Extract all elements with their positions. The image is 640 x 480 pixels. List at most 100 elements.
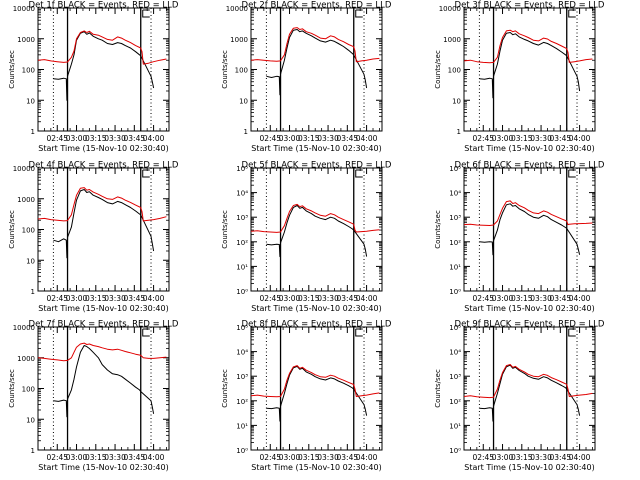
y-axis-label: Counts/sec [8, 369, 16, 408]
series-line-lld [251, 365, 380, 398]
x-tick-label: 03:30 [104, 294, 126, 303]
series-line-lld [464, 364, 593, 399]
y-tick-label: 10000 [13, 165, 35, 173]
y-tick-label: 10³ [236, 214, 248, 222]
chart-panel-2: 1 10 100 1000 10000 02:4503:0003:1503:3003:45… [221, 1, 392, 154]
series-group [251, 365, 380, 422]
series-line-lld [38, 342, 167, 362]
x-tick-label: 03:15 [511, 453, 533, 462]
series-line-events [479, 364, 581, 422]
y-tick-label: 10 [239, 97, 248, 105]
y-tick-label: 10² [449, 398, 461, 406]
series-group [464, 364, 593, 422]
y-tick-label: 10² [236, 239, 248, 247]
x-tick-label: 03:15 [298, 453, 320, 462]
x-tick-label: 02:45 [46, 294, 68, 303]
corner-marker [568, 329, 576, 337]
x-tick-label: 03:15 [511, 134, 533, 143]
y-tick-label: 10 [452, 97, 461, 105]
y-axis-label: Counts/sec [8, 210, 16, 249]
y-axis-label: Counts/sec [434, 210, 442, 249]
x-axis-label: Start Time (15-Nov-10 02:30:40) [251, 463, 381, 472]
series-group [464, 200, 593, 256]
y-tick-label: 10 [26, 416, 35, 424]
y-tick-label: 10⁵ [449, 324, 461, 332]
y-tick-label: 1 [31, 288, 35, 296]
y-tick-label: 10¹ [449, 263, 461, 271]
y-tick-label: 10¹ [236, 422, 248, 430]
x-tick-label: 03:30 [104, 453, 126, 462]
x-tick-label: 03:30 [317, 134, 339, 143]
x-tick-label: 03:15 [298, 134, 320, 143]
chart-panel-1: 1 10 100 1000 10000 02:4503:0003:1503:3003:45… [8, 1, 179, 154]
y-tick-label: 10⁰ [236, 447, 248, 455]
y-tick-label: 10² [449, 239, 461, 247]
x-tick-label: 03:00 [66, 134, 88, 143]
chart-panel-8: 10⁰ 10¹ 10² 10³ 10⁴ 10⁵ 02:4503:0003:1503:3003… [221, 320, 392, 473]
x-tick-label: 03:00 [66, 294, 88, 303]
y-tick-label: 100 [235, 67, 248, 75]
y-axis-label: Counts/sec [221, 369, 229, 408]
x-tick-label: 02:45 [46, 453, 68, 462]
x-tick-label: 04:00 [569, 453, 591, 462]
chart-panel-9: 10⁰ 10¹ 10² 10³ 10⁴ 10⁵ 02:4503:0003:1503:3003… [434, 320, 605, 473]
y-tick-label: 100 [22, 227, 35, 235]
chart-title: Det 9f BLACK = Events, RED = LLD [455, 320, 605, 330]
y-tick-label: 10³ [449, 373, 461, 381]
y-tick-label: 10⁴ [449, 190, 461, 198]
y-tick-label: 1000 [17, 196, 35, 204]
x-tick-label: 03:00 [492, 453, 514, 462]
y-tick-label: 10⁰ [236, 288, 248, 296]
x-tick-label: 02:45 [259, 453, 281, 462]
x-tick-label: 03:00 [66, 453, 88, 462]
chart-panel-5: 10⁰ 10¹ 10² 10³ 10⁴ 10⁵ 02:4503:0003:1503:3003… [221, 161, 392, 314]
chart-title: Det 5f BLACK = Events, RED = LLD [242, 161, 392, 171]
y-axis-label: Counts/sec [8, 50, 16, 89]
chart-title: Det 8f BLACK = Events, RED = LLD [242, 320, 392, 330]
chart-panel-7: 1 10 100 1000 10000 02:4503:0003:1503:3003:45… [8, 320, 179, 473]
series-line-events [266, 29, 368, 96]
y-tick-label: 10³ [449, 214, 461, 222]
y-tick-label: 10 [26, 97, 35, 105]
y-tick-label: 10⁴ [236, 349, 248, 357]
series-group [38, 30, 167, 101]
x-axis-label: Start Time (15-Nov-10 02:30:40) [464, 144, 594, 153]
x-tick-label: 03:45 [124, 134, 146, 143]
corner-marker [142, 329, 150, 337]
x-tick-label: 03:45 [337, 453, 359, 462]
x-tick-label: 04:00 [143, 453, 165, 462]
x-tick-label: 03:00 [492, 134, 514, 143]
x-tick-label: 04:00 [356, 453, 378, 462]
series-line-events [53, 31, 155, 101]
y-tick-label: 10000 [439, 5, 461, 13]
y-tick-label: 10000 [13, 324, 35, 332]
series-line-events [266, 205, 368, 258]
y-tick-label: 1000 [17, 355, 35, 363]
x-tick-label: 02:45 [46, 134, 68, 143]
x-axis-label: Start Time (15-Nov-10 02:30:40) [464, 304, 594, 313]
x-tick-label: 03:45 [550, 453, 572, 462]
y-tick-label: 1000 [230, 36, 248, 44]
y-tick-label: 1 [244, 128, 248, 136]
y-tick-label: 10⁴ [236, 190, 248, 198]
y-tick-label: 10¹ [449, 422, 461, 430]
plot-frame [37, 167, 170, 292]
chart-title: Det 3f BLACK = Events, RED = LLD [455, 1, 605, 11]
series-group [38, 187, 167, 259]
y-tick-label: 1000 [17, 36, 35, 44]
y-tick-label: 10⁰ [449, 288, 461, 296]
x-tick-label: 03:45 [550, 294, 572, 303]
y-tick-label: 10000 [226, 5, 248, 13]
x-tick-label: 03:15 [85, 294, 107, 303]
y-tick-label: 100 [22, 386, 35, 394]
x-tick-label: 03:15 [511, 294, 533, 303]
x-axis-label: Start Time (15-Nov-10 02:30:40) [38, 144, 168, 153]
x-axis-label: Start Time (15-Nov-10 02:30:40) [464, 463, 594, 472]
plot-frame [37, 326, 170, 451]
x-tick-label: 04:00 [356, 294, 378, 303]
x-axis-label: Start Time (15-Nov-10 02:30:40) [38, 304, 168, 313]
x-tick-label: 03:15 [85, 134, 107, 143]
y-axis-label: Counts/sec [221, 210, 229, 249]
x-tick-label: 03:30 [104, 134, 126, 143]
